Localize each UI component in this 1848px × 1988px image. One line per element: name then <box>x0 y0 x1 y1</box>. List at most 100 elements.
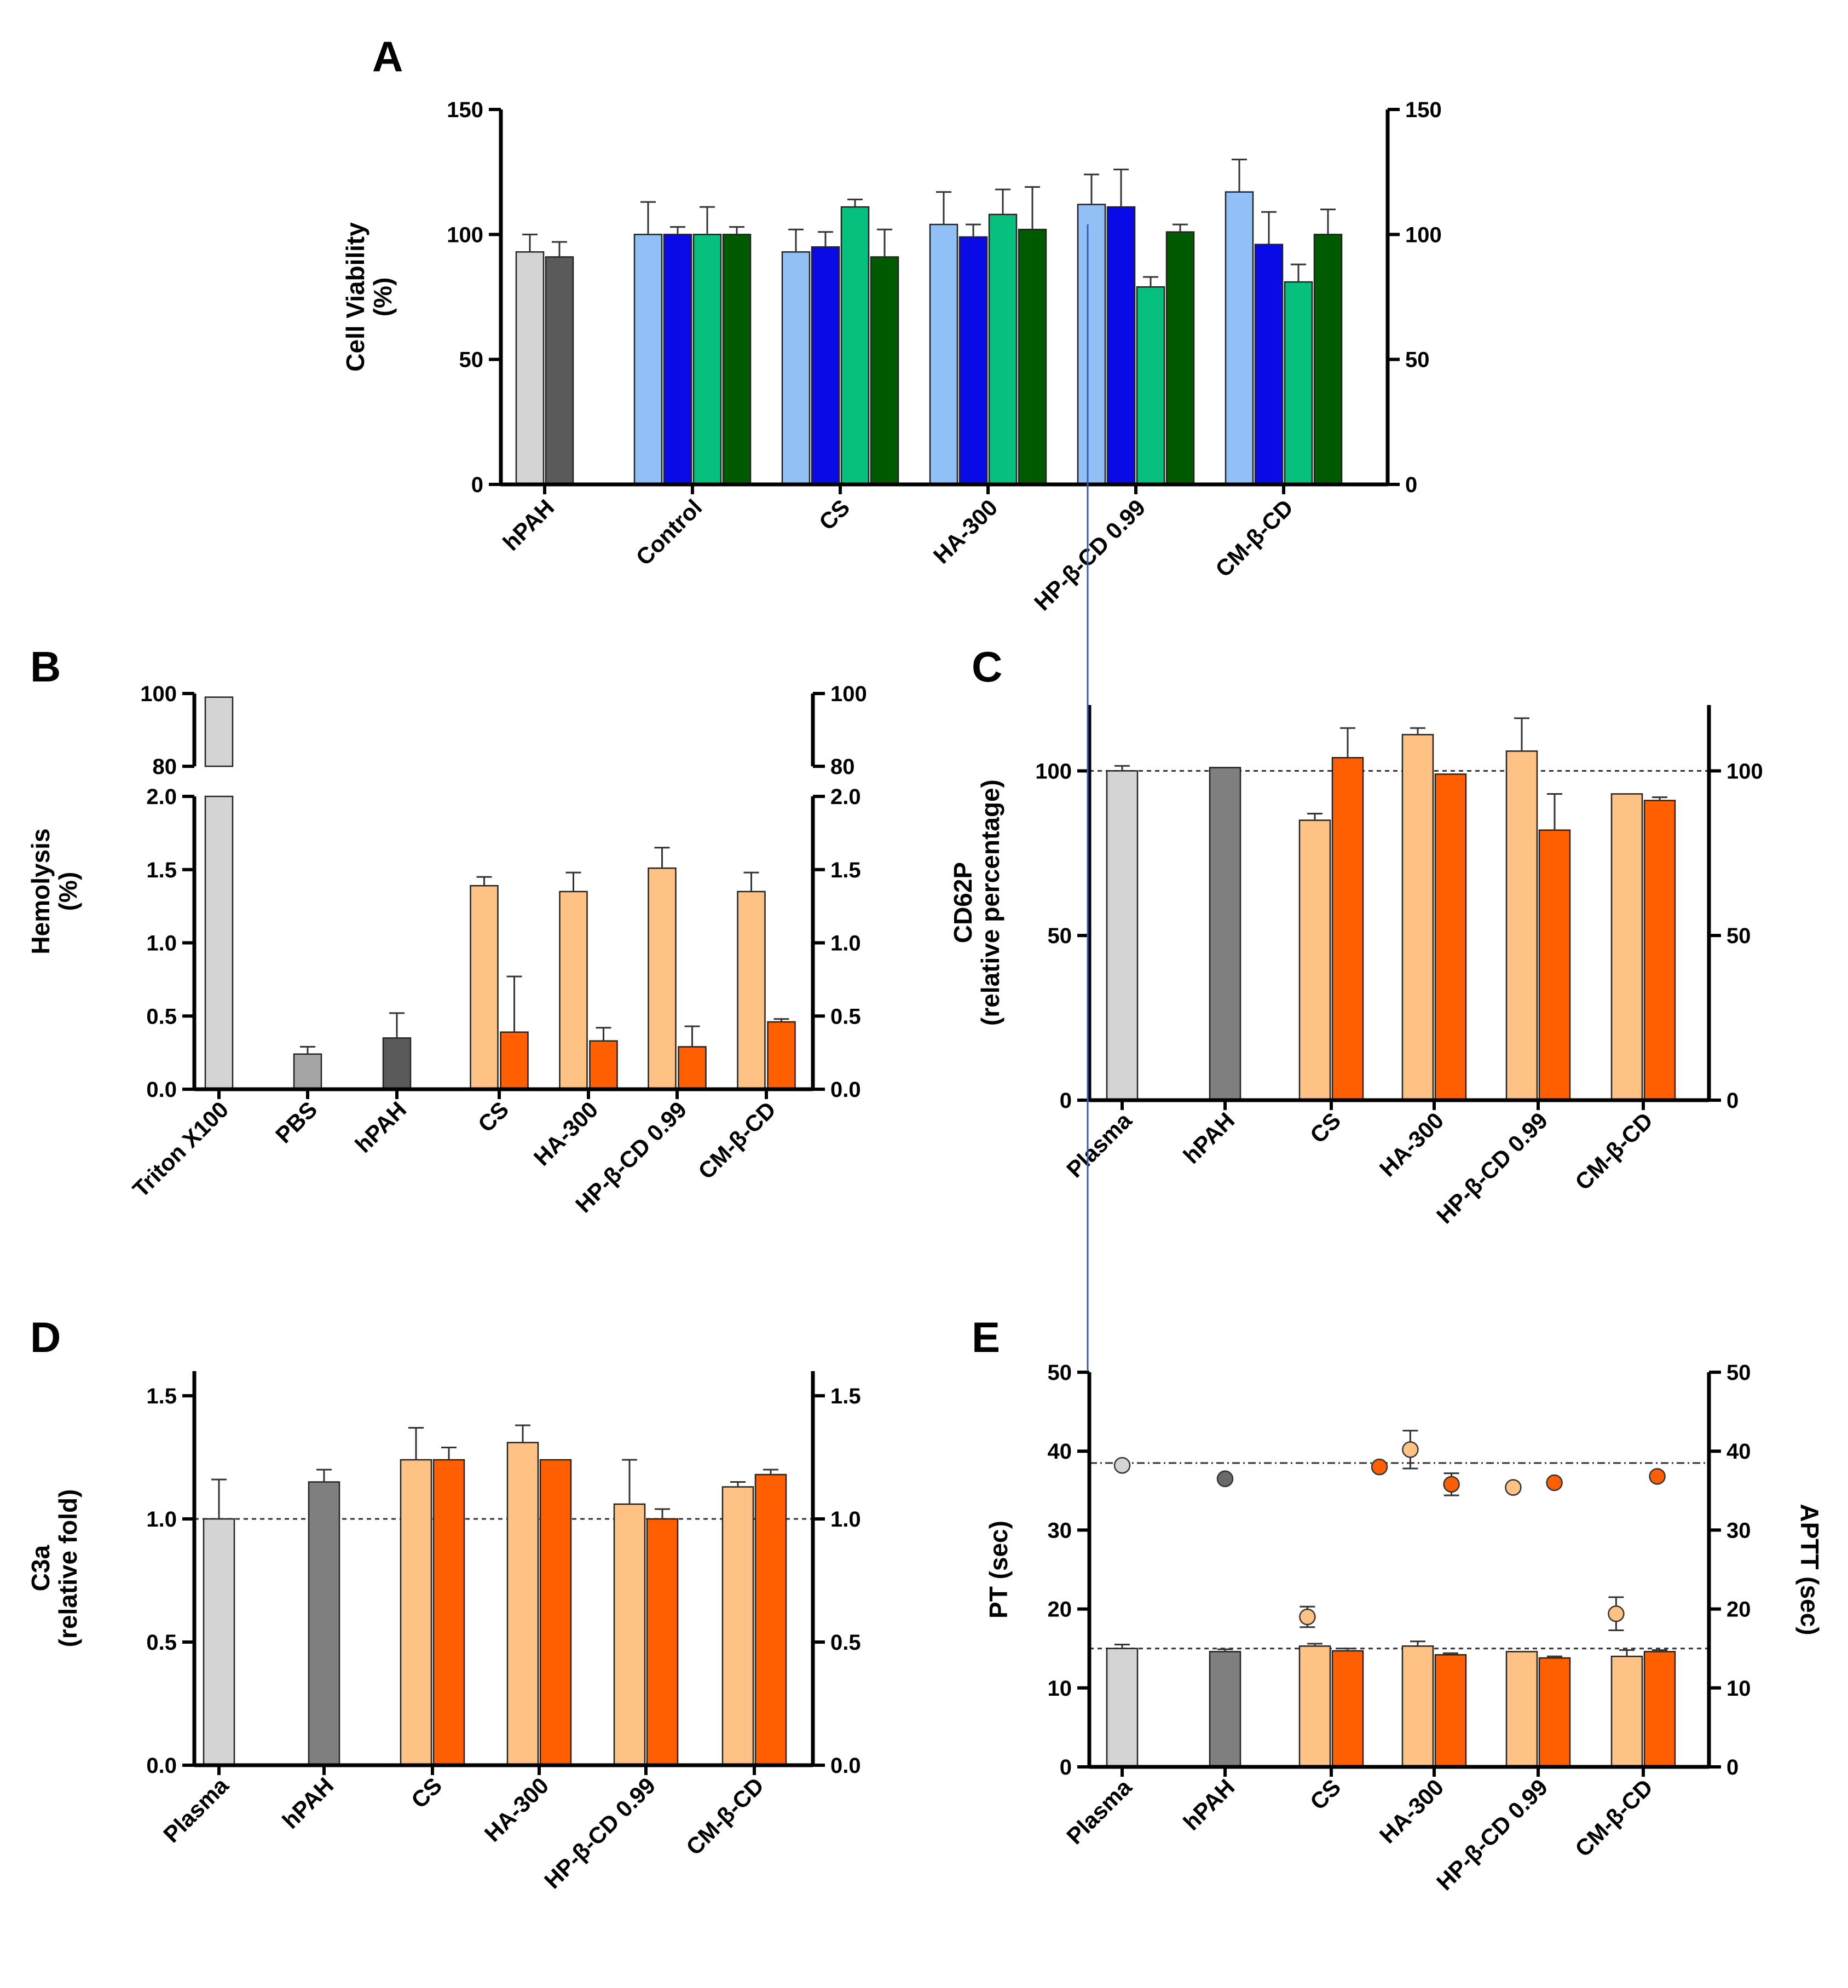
aptt-point <box>1505 1479 1522 1496</box>
y-tick-label-left: 2.0 <box>146 785 177 809</box>
bar <box>1209 1651 1241 1768</box>
bar <box>646 1518 679 1766</box>
y-tick-label-right-upper: 100 <box>830 682 867 706</box>
y-tick-label-right: 1.0 <box>830 1507 861 1532</box>
y-tick-label-right: 50 <box>1405 348 1430 372</box>
bar <box>589 1040 618 1090</box>
x-tick-label: HA-300 <box>480 1772 554 1847</box>
bar <box>432 1459 465 1766</box>
x-tick-label: hPAH <box>350 1096 411 1158</box>
y-axis-title: CD62P <box>949 862 977 943</box>
x-tick-label: CM-β-CD <box>1210 494 1298 582</box>
bar <box>1298 1645 1331 1768</box>
y-tick-label-left: 20 <box>1048 1598 1072 1622</box>
y-tick-label-left-upper: 100 <box>140 682 177 706</box>
panel-letter-e: E <box>972 1313 1000 1361</box>
y-axis-title: (relative fold) <box>54 1489 82 1648</box>
y-tick-label-left: 1.0 <box>146 1507 177 1532</box>
y-tick-label-left: 150 <box>447 98 483 122</box>
y-axis-title: (%) <box>54 872 82 911</box>
y-tick-label-right: 1.5 <box>830 1384 861 1408</box>
bar <box>988 213 1018 486</box>
bar <box>1018 228 1047 486</box>
x-tick-label: CS <box>473 1096 514 1137</box>
x-tick-label: CM-β-CD <box>693 1096 781 1184</box>
panel-letter-b: B <box>30 643 61 691</box>
y-tick-label-right: 1.5 <box>830 858 861 882</box>
bar <box>308 1481 340 1766</box>
y-tick-label-right: 100 <box>1405 223 1442 247</box>
bar <box>958 236 988 486</box>
x-tick-label: Plasma <box>1061 1774 1137 1850</box>
bar <box>559 891 588 1090</box>
bar <box>722 234 752 486</box>
bar <box>1401 1645 1434 1768</box>
y-tick-label-right: 0.0 <box>830 1078 861 1102</box>
bar <box>1298 819 1331 1101</box>
bar <box>204 795 234 1090</box>
bar <box>470 885 499 1090</box>
bar <box>737 891 766 1090</box>
x-tick-label: Triton X100 <box>128 1096 233 1202</box>
y-tick-label-left: 40 <box>1048 1440 1072 1464</box>
y-tick-label-right: 150 <box>1405 98 1442 122</box>
y-tick-label-right: 0.5 <box>830 1631 861 1655</box>
bar <box>870 256 899 486</box>
y-tick-label-left: 1.5 <box>146 858 177 882</box>
y-tick-label-left: 1.5 <box>146 1384 177 1408</box>
y-tick-label-left: 100 <box>447 223 483 247</box>
aptt-point <box>1443 1476 1460 1493</box>
x-tick-label: HP-β-CD 0.99 <box>539 1772 660 1893</box>
y-tick-label-right: 0 <box>1405 473 1417 497</box>
y-tick-label-right: 0.0 <box>830 1754 861 1778</box>
bar <box>382 1037 412 1090</box>
x-tick-label: HA-300 <box>1375 1107 1449 1182</box>
y-axis-title: PT (sec) <box>984 1521 1013 1619</box>
bar <box>515 251 545 486</box>
y-axis-title: (%) <box>368 278 397 317</box>
x-tick-label: hPAH <box>1178 1774 1239 1835</box>
x-tick-label: CM-β-CD <box>681 1772 769 1860</box>
bar <box>1136 286 1165 486</box>
bar <box>1643 800 1676 1101</box>
y-tick-label-left: 0 <box>1060 1089 1072 1113</box>
bar <box>1106 770 1139 1101</box>
panel-letter-a: A <box>372 32 403 80</box>
panel-a: A Cell Viability(%) hPAH Control CS HA-300 HP-… <box>341 32 1442 615</box>
y-tick-label-left: 30 <box>1048 1518 1072 1542</box>
bar <box>648 867 677 1090</box>
x-tick-label: PBS <box>270 1096 322 1148</box>
y-tick-label-left: 100 <box>1035 759 1072 783</box>
bar <box>539 1459 572 1766</box>
bar <box>500 1031 529 1090</box>
bar <box>1254 244 1284 486</box>
y-tick-label-left: 0.0 <box>146 1078 177 1102</box>
pt-point <box>1608 1605 1625 1622</box>
y-tick-label-left: 50 <box>459 348 484 372</box>
x-tick-label: CM-β-CD <box>1570 1774 1658 1862</box>
bar <box>1331 757 1364 1101</box>
x-tick-label: CS <box>406 1772 447 1813</box>
x-tick-label: HA-300 <box>1375 1774 1449 1848</box>
bar <box>721 1486 754 1766</box>
bar <box>1106 206 1136 486</box>
bar <box>840 206 870 486</box>
bar <box>929 223 958 486</box>
y-tick-label-right: 50 <box>1726 1361 1751 1385</box>
x-tick-label: hPAH <box>498 494 559 556</box>
x-tick-label: CS <box>1305 1107 1346 1148</box>
pt-point <box>1299 1608 1316 1626</box>
bar <box>1401 733 1434 1101</box>
y-tick-label-left-upper: 80 <box>153 755 177 779</box>
y-tick-label-right: 100 <box>1726 759 1763 783</box>
x-tick-label: Control <box>631 494 707 570</box>
bar <box>1106 1648 1139 1768</box>
panel-letter-c: C <box>972 643 1002 691</box>
bar <box>1313 234 1343 486</box>
bar <box>400 1459 432 1766</box>
x-tick-label: HP-β-CD 0.99 <box>1431 1107 1552 1228</box>
bar <box>1538 1657 1571 1768</box>
bar <box>1434 773 1467 1101</box>
